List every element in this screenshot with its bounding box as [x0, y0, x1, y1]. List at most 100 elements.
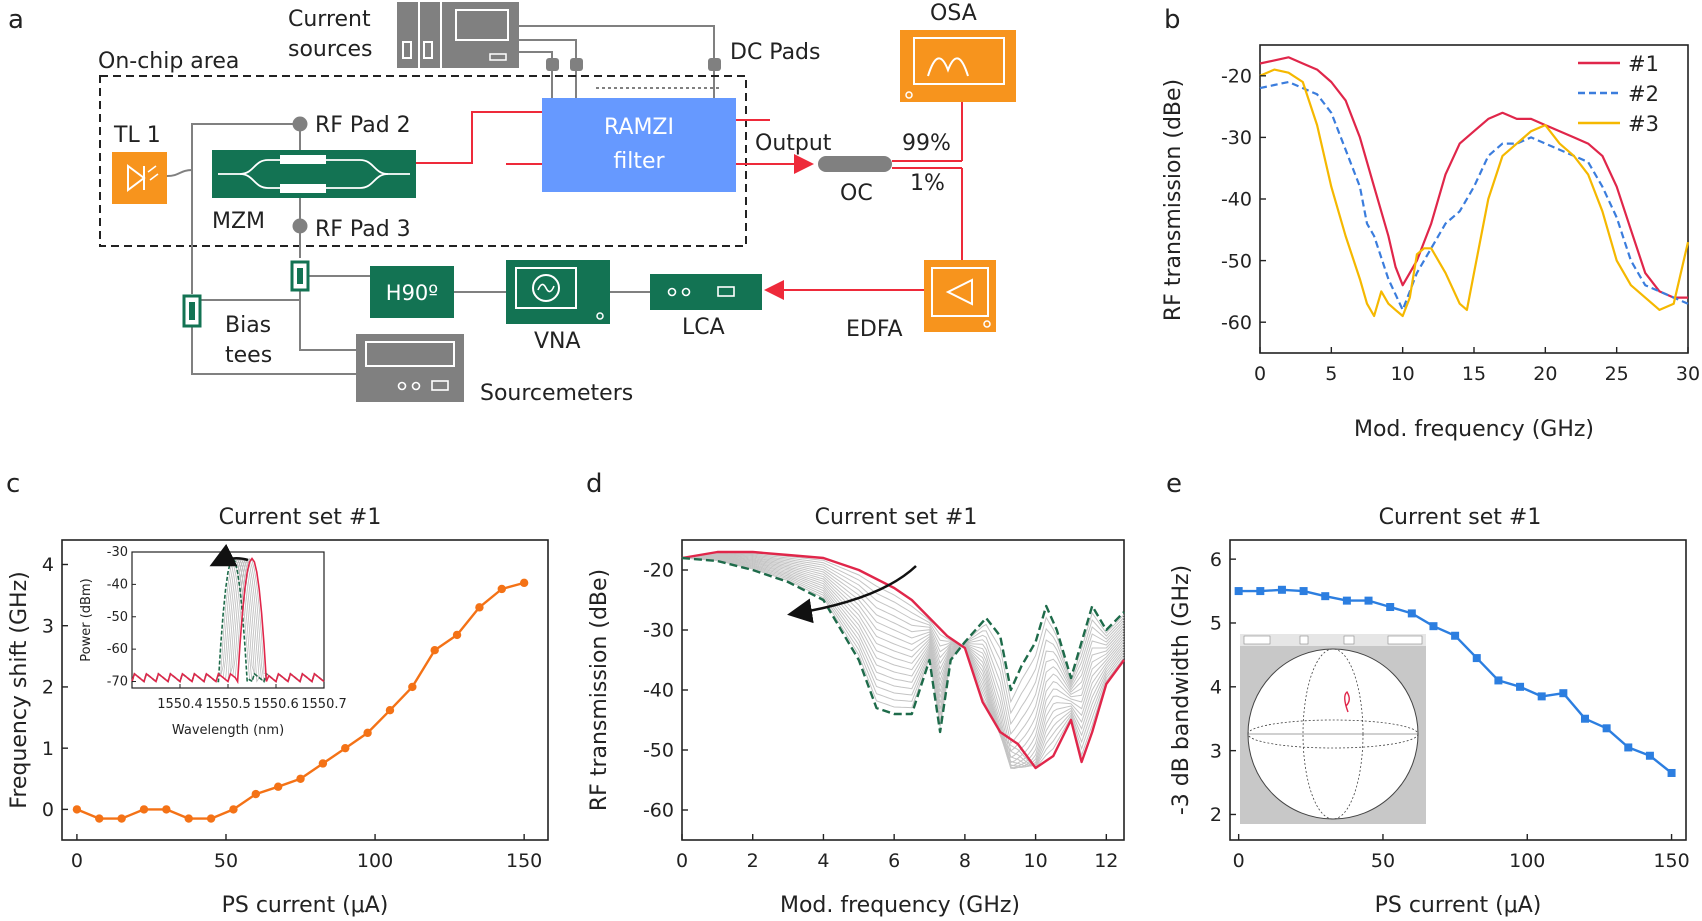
chart-e-point	[1342, 596, 1351, 605]
on-chip-area-label: On-chip area	[98, 49, 239, 74]
chart-c-point	[296, 774, 305, 783]
chart-d-series-first	[681, 550, 1125, 770]
chart-c-inset-ylabel: Power (dBm)	[79, 578, 94, 661]
chart-d-intermediate-trace	[682, 557, 1125, 759]
e-ticks-ytick-label: 5	[1210, 613, 1222, 635]
poincare-sphere-inset	[1240, 634, 1426, 824]
panel-a-diagram: a Current sources DC Pads	[8, 1, 1016, 406]
b-ticks-ytick-label: -50	[1221, 250, 1252, 272]
sourcemeters-label: Sourcemeters	[480, 381, 633, 406]
split-1-label: 1%	[910, 171, 945, 196]
b-ticks-xtick-label: 10	[1391, 363, 1415, 385]
chart-d-intermediate-trace	[681, 553, 1125, 768]
d-ticks-xtick-label: 0	[676, 850, 688, 872]
chart-d-shift-arrow	[787, 565, 917, 624]
e-ticks-xtick-label: 100	[1509, 850, 1545, 872]
chart-c-point	[206, 814, 216, 823]
chart-b-series-1	[1259, 56, 1688, 299]
chart-e-point	[1667, 768, 1676, 777]
chart-e-point	[1602, 724, 1611, 733]
sourcemeters-icon	[356, 334, 464, 402]
chart-d-intermediate-trace	[681, 552, 1125, 769]
chart-c-point	[95, 814, 104, 823]
chart-d-intermediate-trace	[681, 555, 1125, 769]
chart-e: Current set #1 0 50 100 150 2 3 4 5 6 PS current…	[1169, 505, 1690, 918]
ramzi-label-2: filter	[613, 149, 665, 174]
d-ticks-ytick-label: -60	[643, 800, 674, 822]
chart-d-intermediate-trace	[681, 556, 1125, 764]
chart-c-point	[363, 728, 372, 738]
chart-b-frame	[1259, 44, 1689, 354]
c-ticks-xtick-label: 0	[71, 850, 83, 872]
chart-d-intermediate-trace	[681, 553, 1125, 767]
panel-label-b: b	[1164, 5, 1181, 35]
chart-d-intermediate-trace	[682, 557, 1125, 745]
chart-c-point	[430, 646, 439, 655]
e-ticks-ytick-label: 2	[1210, 804, 1222, 826]
c-ticks-ytick-label: 1	[42, 738, 54, 760]
chart-e-point	[1429, 622, 1438, 631]
chart-c-inset-ytick-label: -50	[107, 610, 128, 625]
chart-d-intermediate-trace	[681, 557, 1125, 726]
split-99-label: 99%	[902, 131, 951, 156]
chart-e-frame	[1229, 539, 1687, 841]
chart-b-series-2	[1259, 80, 1689, 311]
chart-c-inset-shift-arrow	[209, 543, 249, 567]
chart-e-xlabel: PS current (μA)	[1375, 893, 1542, 918]
chart-d-intermediate-trace	[681, 554, 1125, 769]
chart-d-intermediate-trace	[682, 557, 1125, 752]
c-ticks-xtick-label: 100	[357, 850, 393, 872]
chart-e-point	[1386, 603, 1395, 612]
chart-d-series-last	[681, 556, 1125, 734]
c-ticks-ytick-label: 4	[42, 554, 54, 576]
d-ticks-xtick-label: 6	[888, 850, 900, 872]
bias-tee-icon	[182, 260, 310, 328]
chart-b-series-3	[1259, 68, 1690, 318]
chart-e-point	[1645, 751, 1654, 760]
chart-c-inset-xlabel: Wavelength (nm)	[172, 723, 284, 738]
chart-c-point	[318, 759, 328, 768]
ramzi-label-1: RAMZI	[604, 115, 674, 140]
rf-pad-3-icon	[292, 218, 308, 234]
edfa-icon	[924, 260, 996, 332]
laser-fiber	[166, 169, 193, 177]
mzm-label: MZM	[212, 209, 265, 234]
e-ticks-xtick-label: 0	[1233, 850, 1245, 872]
chart-b-legend-label: #2	[1628, 82, 1659, 106]
chart-c-xlabel: PS current (μA)	[222, 893, 389, 918]
chart-d-intermediate-trace	[681, 557, 1125, 721]
panel-label-c: c	[6, 469, 20, 499]
chart-d-ylabel: RF transmission (dBe)	[587, 569, 612, 811]
chart-b-legend-label: #3	[1628, 112, 1659, 136]
b-ticks-xtick-label: 15	[1462, 363, 1486, 385]
chart-c-inset-xtick-label: 1550.5	[205, 697, 251, 712]
b-ticks-xtick-label: 25	[1605, 363, 1629, 385]
bias-tees-label-1: Bias	[225, 313, 271, 338]
current-sources-icon	[397, 2, 519, 68]
d-ticks-xtick-label: 12	[1094, 850, 1118, 872]
chart-c-frame	[61, 539, 549, 841]
chart-c-point	[385, 706, 395, 715]
chart-c-point	[475, 603, 484, 612]
chart-c-point	[452, 630, 462, 640]
rf-pad-2-label: RF Pad 2	[315, 113, 411, 138]
d-ticks-xtick-label: 10	[1024, 850, 1048, 872]
chart-d-intermediate-trace	[681, 557, 1125, 736]
panel-label-e: e	[1166, 469, 1182, 499]
current-sources-label-2: sources	[288, 37, 373, 62]
chart-c-point	[341, 743, 350, 753]
chart-c-inset-xtick-label: 1550.6	[253, 697, 299, 712]
chart-e-title: Current set #1	[1379, 505, 1542, 530]
b-ticks-xtick-label: 20	[1533, 363, 1557, 385]
bias-tees-label-2: tees	[225, 343, 272, 368]
dc-pads-label: DC Pads	[730, 40, 820, 65]
chart-c-point	[229, 805, 238, 814]
ramzi-filter-block	[542, 98, 736, 192]
chart-b: 0 5 10 15 20 25 30 -20 -30 -40 -50 -60 Mod. frequen…	[1161, 44, 1700, 442]
osa-icon	[900, 30, 1016, 102]
d-ticks-ytick-label: -40	[643, 680, 674, 702]
on-chip-optical-path	[416, 111, 814, 174]
chart-d: Current set #1 0 2 4 6 8 10 12-20-30-40-50-60 …	[587, 505, 1125, 918]
d-ticks-ytick-label: -20	[643, 560, 674, 582]
on-chip-area-border	[99, 75, 747, 247]
